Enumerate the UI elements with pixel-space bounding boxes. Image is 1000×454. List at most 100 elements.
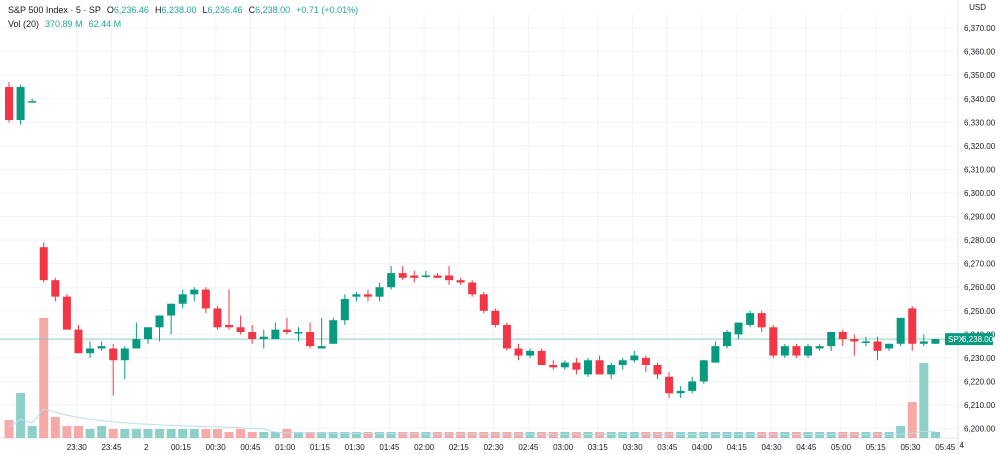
volume-bar (178, 429, 188, 438)
x-tick-label: 02:00 (414, 443, 435, 452)
x-tick-label: 02:30 (484, 443, 505, 452)
candle-body (780, 346, 789, 356)
x-tick-label: 05:15 (866, 443, 887, 452)
candle-body (722, 332, 731, 347)
x-tick-label: 03:45 (657, 443, 678, 452)
volume-bar (618, 432, 628, 438)
candle-body (676, 390, 685, 394)
volume-bar (444, 432, 454, 438)
x-tick-label: 05:30 (900, 443, 921, 452)
volume-bar (409, 432, 419, 438)
y-tick-label: 6,360.00 (964, 48, 996, 57)
candle-body (120, 348, 129, 361)
volume-bar (120, 429, 130, 438)
candle-body (514, 348, 523, 356)
volume-value: 370.89 M (45, 19, 83, 29)
volume-bar (375, 432, 385, 438)
candle-body (479, 294, 488, 311)
volume-bar (340, 432, 350, 438)
volume-bar (456, 432, 466, 438)
symbol-title[interactable]: S&P 500 Index · 5 · SP (8, 5, 101, 15)
candle-body (28, 101, 37, 103)
y-tick-label: 6,260.00 (964, 283, 996, 292)
candle-body (931, 339, 940, 344)
candle-body (861, 341, 870, 343)
high-value: 6,238.00 (161, 5, 197, 15)
volume-bar (838, 432, 848, 438)
volume-bar (780, 432, 790, 438)
candle-body (306, 332, 315, 347)
y-tick-label: 6,250.00 (964, 307, 996, 316)
candle-body (225, 324, 234, 328)
volume-bar (791, 432, 801, 438)
volume-bar (421, 432, 431, 438)
candle-body (653, 364, 662, 375)
y-tick-label: 6,320.00 (964, 142, 996, 151)
chart-legend: S&P 500 Index · 5 · SP O 6,236.46 H 6,238.… (8, 3, 358, 31)
x-tick-label: 23:45 (101, 443, 122, 452)
volume-bar (73, 426, 83, 438)
volume-bar (16, 393, 26, 438)
volume-bar (884, 432, 894, 438)
x-tick-label: 02:45 (518, 443, 539, 452)
volume-bar (676, 432, 686, 438)
volume-bar (166, 429, 176, 438)
currency-label[interactable]: USD (969, 3, 986, 12)
candle-body (560, 362, 569, 368)
y-tick-label: 6,370.00 (964, 24, 996, 33)
candle-body (584, 360, 592, 375)
candle-body (792, 346, 801, 356)
volume-bar (236, 429, 246, 438)
volume-bar (467, 432, 477, 438)
x-tick-label: 05:45 (935, 443, 956, 452)
volume-bar (745, 432, 755, 438)
volume-bar (131, 429, 141, 438)
y-tick-label: 6,290.00 (964, 213, 996, 222)
candle-body (363, 294, 372, 297)
candle-body (699, 360, 708, 382)
volume-bar (328, 432, 338, 438)
price-axis-panel (958, 0, 1000, 454)
candle-body (62, 296, 71, 330)
volume-bar (930, 432, 940, 438)
candle-body (259, 336, 268, 340)
volume-bar (212, 429, 222, 438)
y-tick-label: 6,210.00 (964, 401, 996, 410)
x-tick-label: 01:00 (275, 443, 296, 452)
x-tick-label: 04:00 (692, 443, 713, 452)
candle-body (329, 320, 338, 344)
volume-bar (919, 363, 929, 438)
volume-bar (664, 432, 674, 438)
y-tick-label: 6,200.00 (964, 425, 996, 434)
candle-body (815, 346, 824, 349)
candle-body (746, 313, 755, 325)
candle-body (271, 329, 280, 340)
volume-bar (815, 432, 825, 438)
candle-body (51, 280, 60, 297)
candle-body (734, 322, 743, 335)
candle-body (340, 299, 349, 321)
candle-body (641, 357, 650, 365)
volume-bar (247, 432, 257, 438)
x-tick-label: 01:30 (345, 443, 366, 452)
volume-bar (4, 420, 14, 438)
candle-body (317, 346, 326, 349)
volume-bar (826, 432, 836, 438)
volume-label[interactable]: Vol (20) (8, 19, 40, 29)
volume-bar (39, 318, 49, 438)
candle-body (456, 280, 465, 283)
open-value: 6,236.46 (113, 5, 149, 15)
close-label: C (248, 5, 256, 15)
candle-body (572, 362, 581, 370)
candle-body (155, 315, 164, 328)
last-price-value: 6,238.00 (962, 335, 994, 344)
volume-bar (652, 432, 662, 438)
candle-body (618, 360, 627, 365)
high-label: H (154, 5, 162, 15)
candle-body (387, 273, 396, 288)
y-tick-label: 6,220.00 (964, 377, 996, 386)
volume-bar (155, 429, 165, 438)
candle-body (178, 294, 187, 304)
x-tick-label: 03:00 (553, 443, 574, 452)
